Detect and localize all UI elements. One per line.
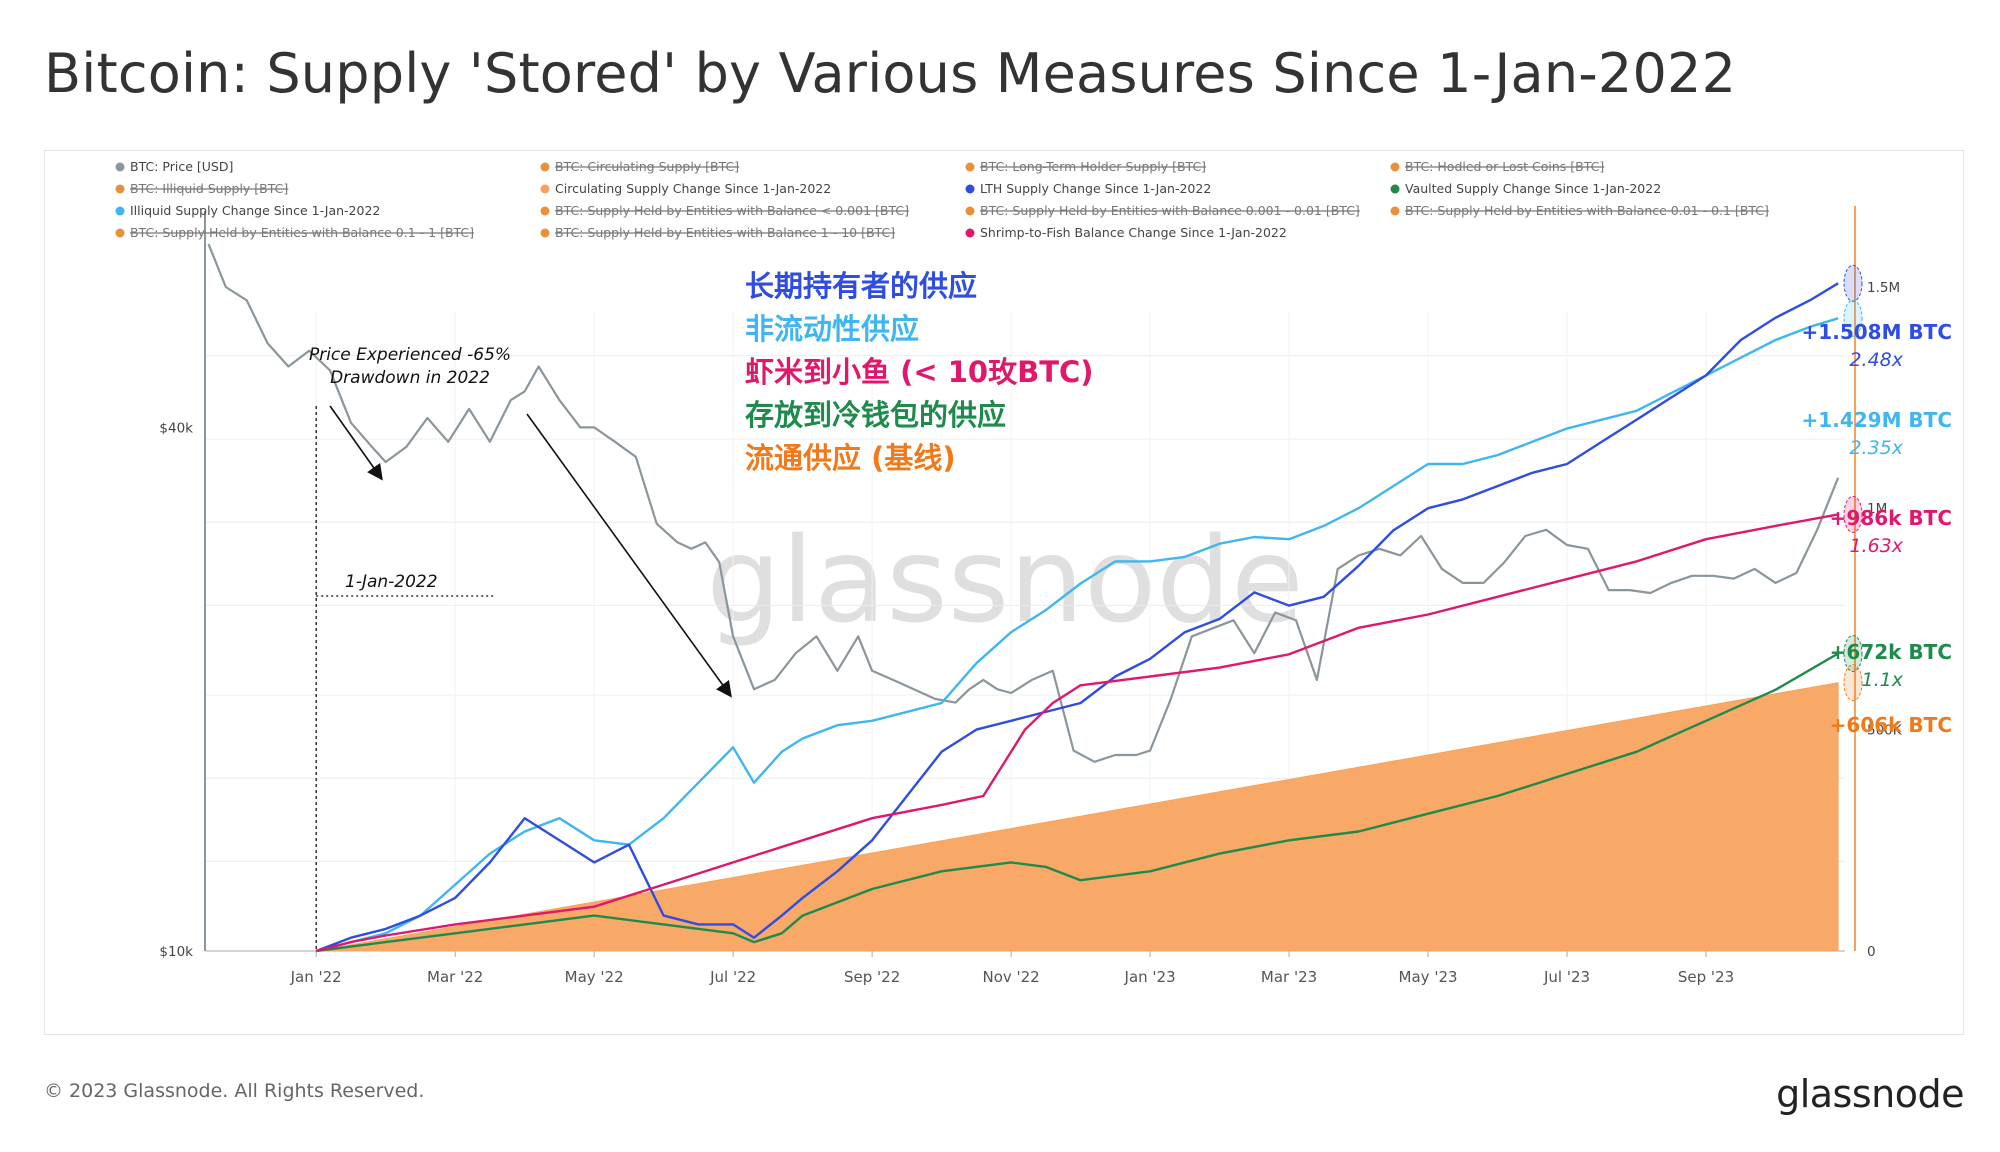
- end-value-label: +1.429M BTC: [1802, 408, 1952, 432]
- cn-series-label: 虾米到小鱼 (< 10玫BTC): [745, 355, 1094, 389]
- x-tick-label: Sep '23: [1678, 968, 1734, 986]
- legend-entry: BTC: Hodled or Lost Coins [BTC]: [1405, 159, 1604, 174]
- legend-marker: [540, 162, 550, 172]
- y-right-tick-label: 1M: [1867, 501, 1887, 517]
- legend-marker: [1390, 184, 1400, 194]
- x-tick-label: Mar '22: [427, 968, 483, 986]
- series-end-marker: [1843, 664, 1863, 702]
- legend-marker: [115, 228, 125, 238]
- x-tick-label: Jul '23: [1543, 968, 1590, 986]
- legend-marker: [1390, 206, 1400, 216]
- x-tick-label: Mar '23: [1261, 968, 1317, 986]
- series-end-marker: [1843, 299, 1863, 337]
- legend-marker: [540, 228, 550, 238]
- legend-entry: BTC: Long-Term Holder Supply [BTC]: [980, 159, 1206, 174]
- legend-entry: BTC: Supply Held by Entities with Balanc…: [1405, 203, 1769, 218]
- series-line: [315, 513, 1839, 953]
- legend-marker: [965, 228, 975, 238]
- legend-marker: [965, 184, 975, 194]
- start-date-label: 1-Jan-2022: [345, 572, 438, 592]
- multiple-label: 1.63x: [1849, 535, 1903, 557]
- legend-marker: [115, 162, 125, 172]
- series-end-marker: [1843, 264, 1863, 302]
- y-left-tick-label: $40k: [159, 420, 193, 436]
- legend-entry: BTC: Price [USD]: [130, 159, 233, 174]
- series-line: [315, 317, 1839, 953]
- series-line: [316, 652, 1839, 953]
- multiple-label: 1.1x: [1862, 669, 1904, 691]
- legend-marker: [1390, 162, 1400, 172]
- x-tick-label: May '23: [1399, 968, 1458, 986]
- legend-entry: BTC: Supply Held by Entities with Balanc…: [555, 225, 895, 240]
- series-end-marker: [1843, 634, 1863, 672]
- x-tick-label: Sep '22: [844, 968, 900, 986]
- legend-entry: Circulating Supply Change Since 1-Jan-20…: [555, 181, 831, 196]
- legend-entry: Vaulted Supply Change Since 1-Jan-2022: [1405, 181, 1661, 196]
- legend-entry: LTH Supply Change Since 1-Jan-2022: [980, 181, 1211, 196]
- legend-entry: BTC: Supply Held by Entities with Balanc…: [980, 203, 1360, 218]
- multiple-label: 2.48x: [1849, 349, 1903, 371]
- x-tick-label: Jan '22: [290, 968, 342, 986]
- end-value-label: +672k BTC: [1830, 640, 1952, 664]
- series-end-marker: [1843, 495, 1863, 533]
- series-area-circulating-supply: [316, 682, 1839, 952]
- glassnode-logo[interactable]: glassnode: [1776, 1072, 1964, 1116]
- cn-series-label: 流通供应 (基线): [745, 441, 956, 475]
- copyright: © 2023 Glassnode. All Rights Reserved.: [44, 1080, 425, 1102]
- end-value-label: +1.508M BTC: [1802, 320, 1952, 344]
- x-tick-label: Jul '22: [709, 968, 756, 986]
- x-tick-label: May '22: [565, 968, 624, 986]
- drawdown-annotation-line1: Price Experienced -65%: [309, 345, 511, 365]
- legend-marker: [540, 206, 550, 216]
- y-right-tick-label: 1.5M: [1867, 280, 1900, 296]
- legend-entry: BTC: Circulating Supply [BTC]: [555, 159, 739, 174]
- series-line: [315, 282, 1839, 953]
- y-right-tick-label: 0: [1867, 944, 1876, 960]
- legend-marker: [965, 206, 975, 216]
- legend-entry: Shrimp-to-Fish Balance Change Since 1-Ja…: [980, 225, 1287, 240]
- drawdown-annotation-line2: Drawdown in 2022: [330, 368, 490, 388]
- legend-marker: [965, 162, 975, 172]
- cn-series-label: 非流动性供应: [745, 312, 919, 346]
- arrow-drawdown-1: [329, 405, 383, 481]
- cn-series-label: 长期持有者的供应: [745, 269, 977, 303]
- y-right-tick-label: 500K: [1867, 723, 1903, 739]
- series-line: [207, 243, 1840, 763]
- y-left-tick-label: $10k: [159, 944, 193, 960]
- legend-entry: Illiquid Supply Change Since 1-Jan-2022: [130, 203, 380, 218]
- arrow-drawdown-2: [526, 413, 732, 698]
- legend-marker: [540, 184, 550, 194]
- x-tick-label: Nov '22: [982, 968, 1039, 986]
- multiple-label: 2.35x: [1849, 437, 1903, 459]
- legend-marker: [115, 206, 125, 216]
- legend-entry: BTC: Illiquid Supply [BTC]: [130, 181, 288, 196]
- x-tick-label: Jan '23: [1124, 968, 1176, 986]
- page-title: Bitcoin: Supply 'Stored' by Various Meas…: [44, 42, 1737, 105]
- legend-entry: BTC: Supply Held by Entities with Balanc…: [555, 203, 909, 218]
- legend-marker: [115, 184, 125, 194]
- end-value-label: +986k BTC: [1830, 506, 1952, 530]
- chart-panel: glassnode Jan '22 Mar '22 May '22 Jul '22 Sep…: [44, 150, 1964, 1035]
- cn-series-label: 存放到冷钱包的供应: [745, 398, 1006, 432]
- end-value-label: +606k BTC: [1830, 713, 1952, 737]
- legend-entry: BTC: Supply Held by Entities with Balanc…: [130, 225, 474, 240]
